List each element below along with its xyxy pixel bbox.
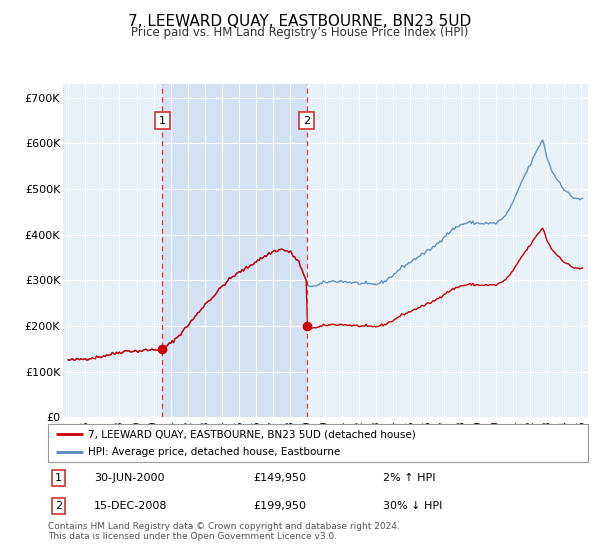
Text: 30-JUN-2000: 30-JUN-2000 [94, 473, 164, 483]
Text: £149,950: £149,950 [253, 473, 306, 483]
Bar [162, 84, 307, 417]
Text: 15-DEC-2008: 15-DEC-2008 [94, 501, 167, 511]
Text: 7, LEEWARD QUAY, EASTBOURNE, BN23 5UD (detached house): 7, LEEWARD QUAY, EASTBOURNE, BN23 5UD (d… [89, 429, 416, 439]
Text: 2% ↑ HPI: 2% ↑ HPI [383, 473, 436, 483]
Text: 1: 1 [158, 115, 166, 125]
Text: HPI: Average price, detached house, Eastbourne: HPI: Average price, detached house, East… [89, 447, 341, 457]
Text: 30% ↓ HPI: 30% ↓ HPI [383, 501, 442, 511]
Text: 2: 2 [303, 115, 310, 125]
Text: 7, LEEWARD QUAY, EASTBOURNE, BN23 5UD: 7, LEEWARD QUAY, EASTBOURNE, BN23 5UD [128, 14, 472, 29]
Text: 1: 1 [55, 473, 62, 483]
Text: £199,950: £199,950 [253, 501, 306, 511]
Text: 2: 2 [55, 501, 62, 511]
Text: Price paid vs. HM Land Registry’s House Price Index (HPI): Price paid vs. HM Land Registry’s House … [131, 26, 469, 39]
Text: Contains HM Land Registry data © Crown copyright and database right 2024.
This d: Contains HM Land Registry data © Crown c… [48, 522, 400, 542]
